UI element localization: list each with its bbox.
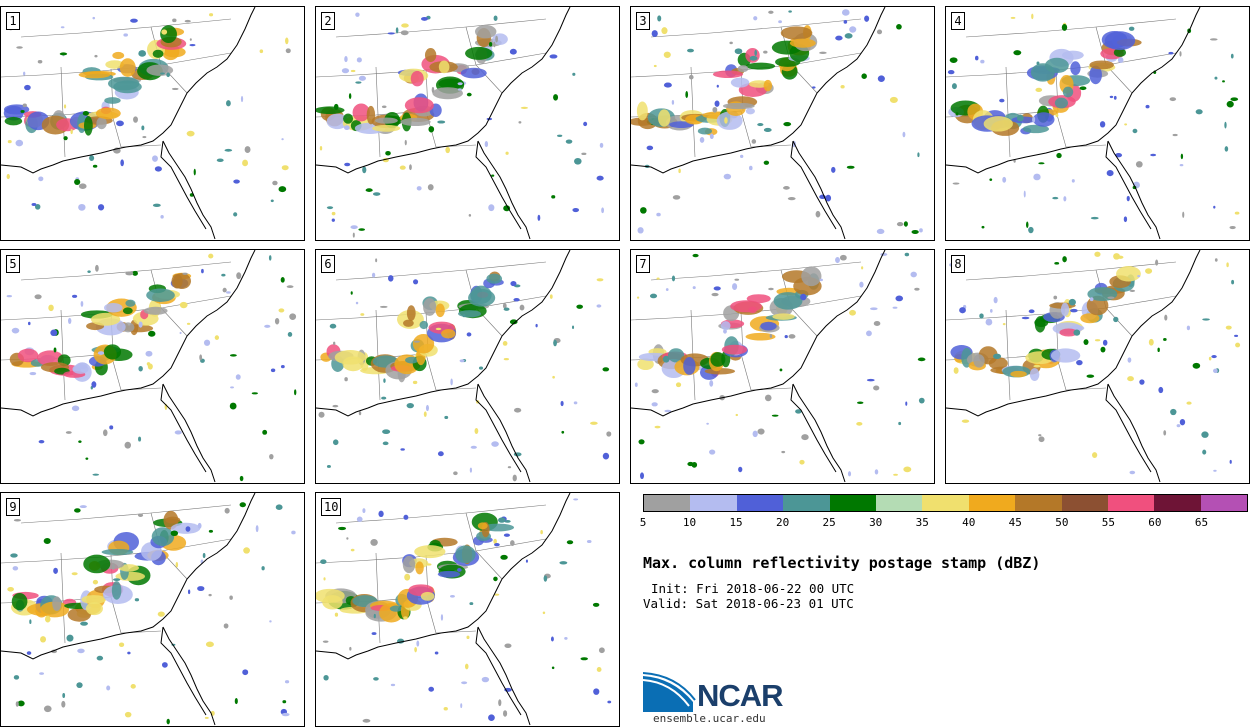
reflectivity-map <box>631 7 923 240</box>
member-panel-9: 9 <box>0 492 305 727</box>
member-panel-7: 7 <box>630 249 935 484</box>
reflectivity-map <box>946 250 1241 483</box>
colorbar-swatch <box>968 495 1016 511</box>
colorbar-swatch <box>829 495 876 511</box>
member-number: 3 <box>636 12 650 30</box>
reflectivity-map <box>1 7 291 240</box>
reflectivity-colorbar <box>643 494 1248 512</box>
member-panel-5: 5 <box>0 249 305 484</box>
reflectivity-map <box>1 250 297 483</box>
member-number: 7 <box>636 255 650 273</box>
colorbar-swatch <box>922 495 969 511</box>
colorbar-swatch <box>1200 495 1248 511</box>
colorbar-tick-label: 35 <box>915 516 929 529</box>
colorbar-swatch <box>736 495 784 511</box>
member-number: 10 <box>321 498 342 516</box>
member-panel-3: 3 <box>630 6 935 241</box>
reflectivity-map <box>316 250 612 483</box>
colorbar-tick-label: 40 <box>962 516 976 529</box>
init-time: Init: Fri 2018-06-22 00 UTC <box>651 581 855 596</box>
reflectivity-map <box>1 493 296 726</box>
member-panel-1: 1 <box>0 6 305 241</box>
valid-time: Valid: Sat 2018-06-23 01 UTC <box>643 596 854 611</box>
colorbar-tick-label: 60 <box>1148 516 1162 529</box>
member-panel-10: 10 <box>315 492 620 727</box>
member-number: 1 <box>6 12 20 30</box>
colorbar-tick-label: 45 <box>1008 516 1022 529</box>
member-number: 2 <box>321 12 335 30</box>
colorbar-swatch <box>644 495 691 511</box>
member-panel-2: 2 <box>315 6 620 241</box>
ncar-logo-text: NCAR <box>697 678 784 713</box>
reflectivity-map <box>946 7 1240 240</box>
reflectivity-map <box>631 250 926 483</box>
colorbar-swatch <box>1015 495 1062 511</box>
colorbar-swatch <box>875 495 923 511</box>
member-panel-4: 4 <box>945 6 1250 241</box>
reflectivity-map <box>316 493 612 726</box>
member-number: 5 <box>6 255 20 273</box>
site-url: ensemble.ucar.edu <box>653 712 766 725</box>
colorbar-tick-label: 55 <box>1101 516 1115 529</box>
member-number: 9 <box>6 498 20 516</box>
colorbar-swatch <box>1061 495 1108 511</box>
colorbar-swatch <box>783 495 830 511</box>
member-number: 8 <box>951 255 965 273</box>
member-panel-6: 6 <box>315 249 620 484</box>
colorbar-tick-label: 25 <box>822 516 836 529</box>
member-number: 4 <box>951 12 965 30</box>
colorbar-swatch <box>690 495 737 511</box>
colorbar-swatch <box>1154 495 1201 511</box>
member-number: 6 <box>321 255 335 273</box>
colorbar-swatch <box>1107 495 1155 511</box>
member-panel-8: 8 <box>945 249 1250 484</box>
colorbar-tick-label: 30 <box>869 516 883 529</box>
colorbar-tick-labels: 5 10 15 20 25 30 35 40 45 50 55 60 65 <box>639 516 1248 530</box>
reflectivity-map <box>316 7 605 240</box>
colorbar-tick-label: 65 <box>1194 516 1209 529</box>
colorbar-tick-label: 50 <box>1055 516 1069 529</box>
plot-title: Max. column reflectivity postage stamp (… <box>643 554 1041 572</box>
colorbar-tick-label: 5 <box>639 516 647 529</box>
ncar-logo-icon <box>643 672 696 712</box>
colorbar-tick-label: 15 <box>729 516 743 529</box>
colorbar-tick-label: 20 <box>775 516 790 529</box>
colorbar-tick-label: 10 <box>682 516 697 529</box>
